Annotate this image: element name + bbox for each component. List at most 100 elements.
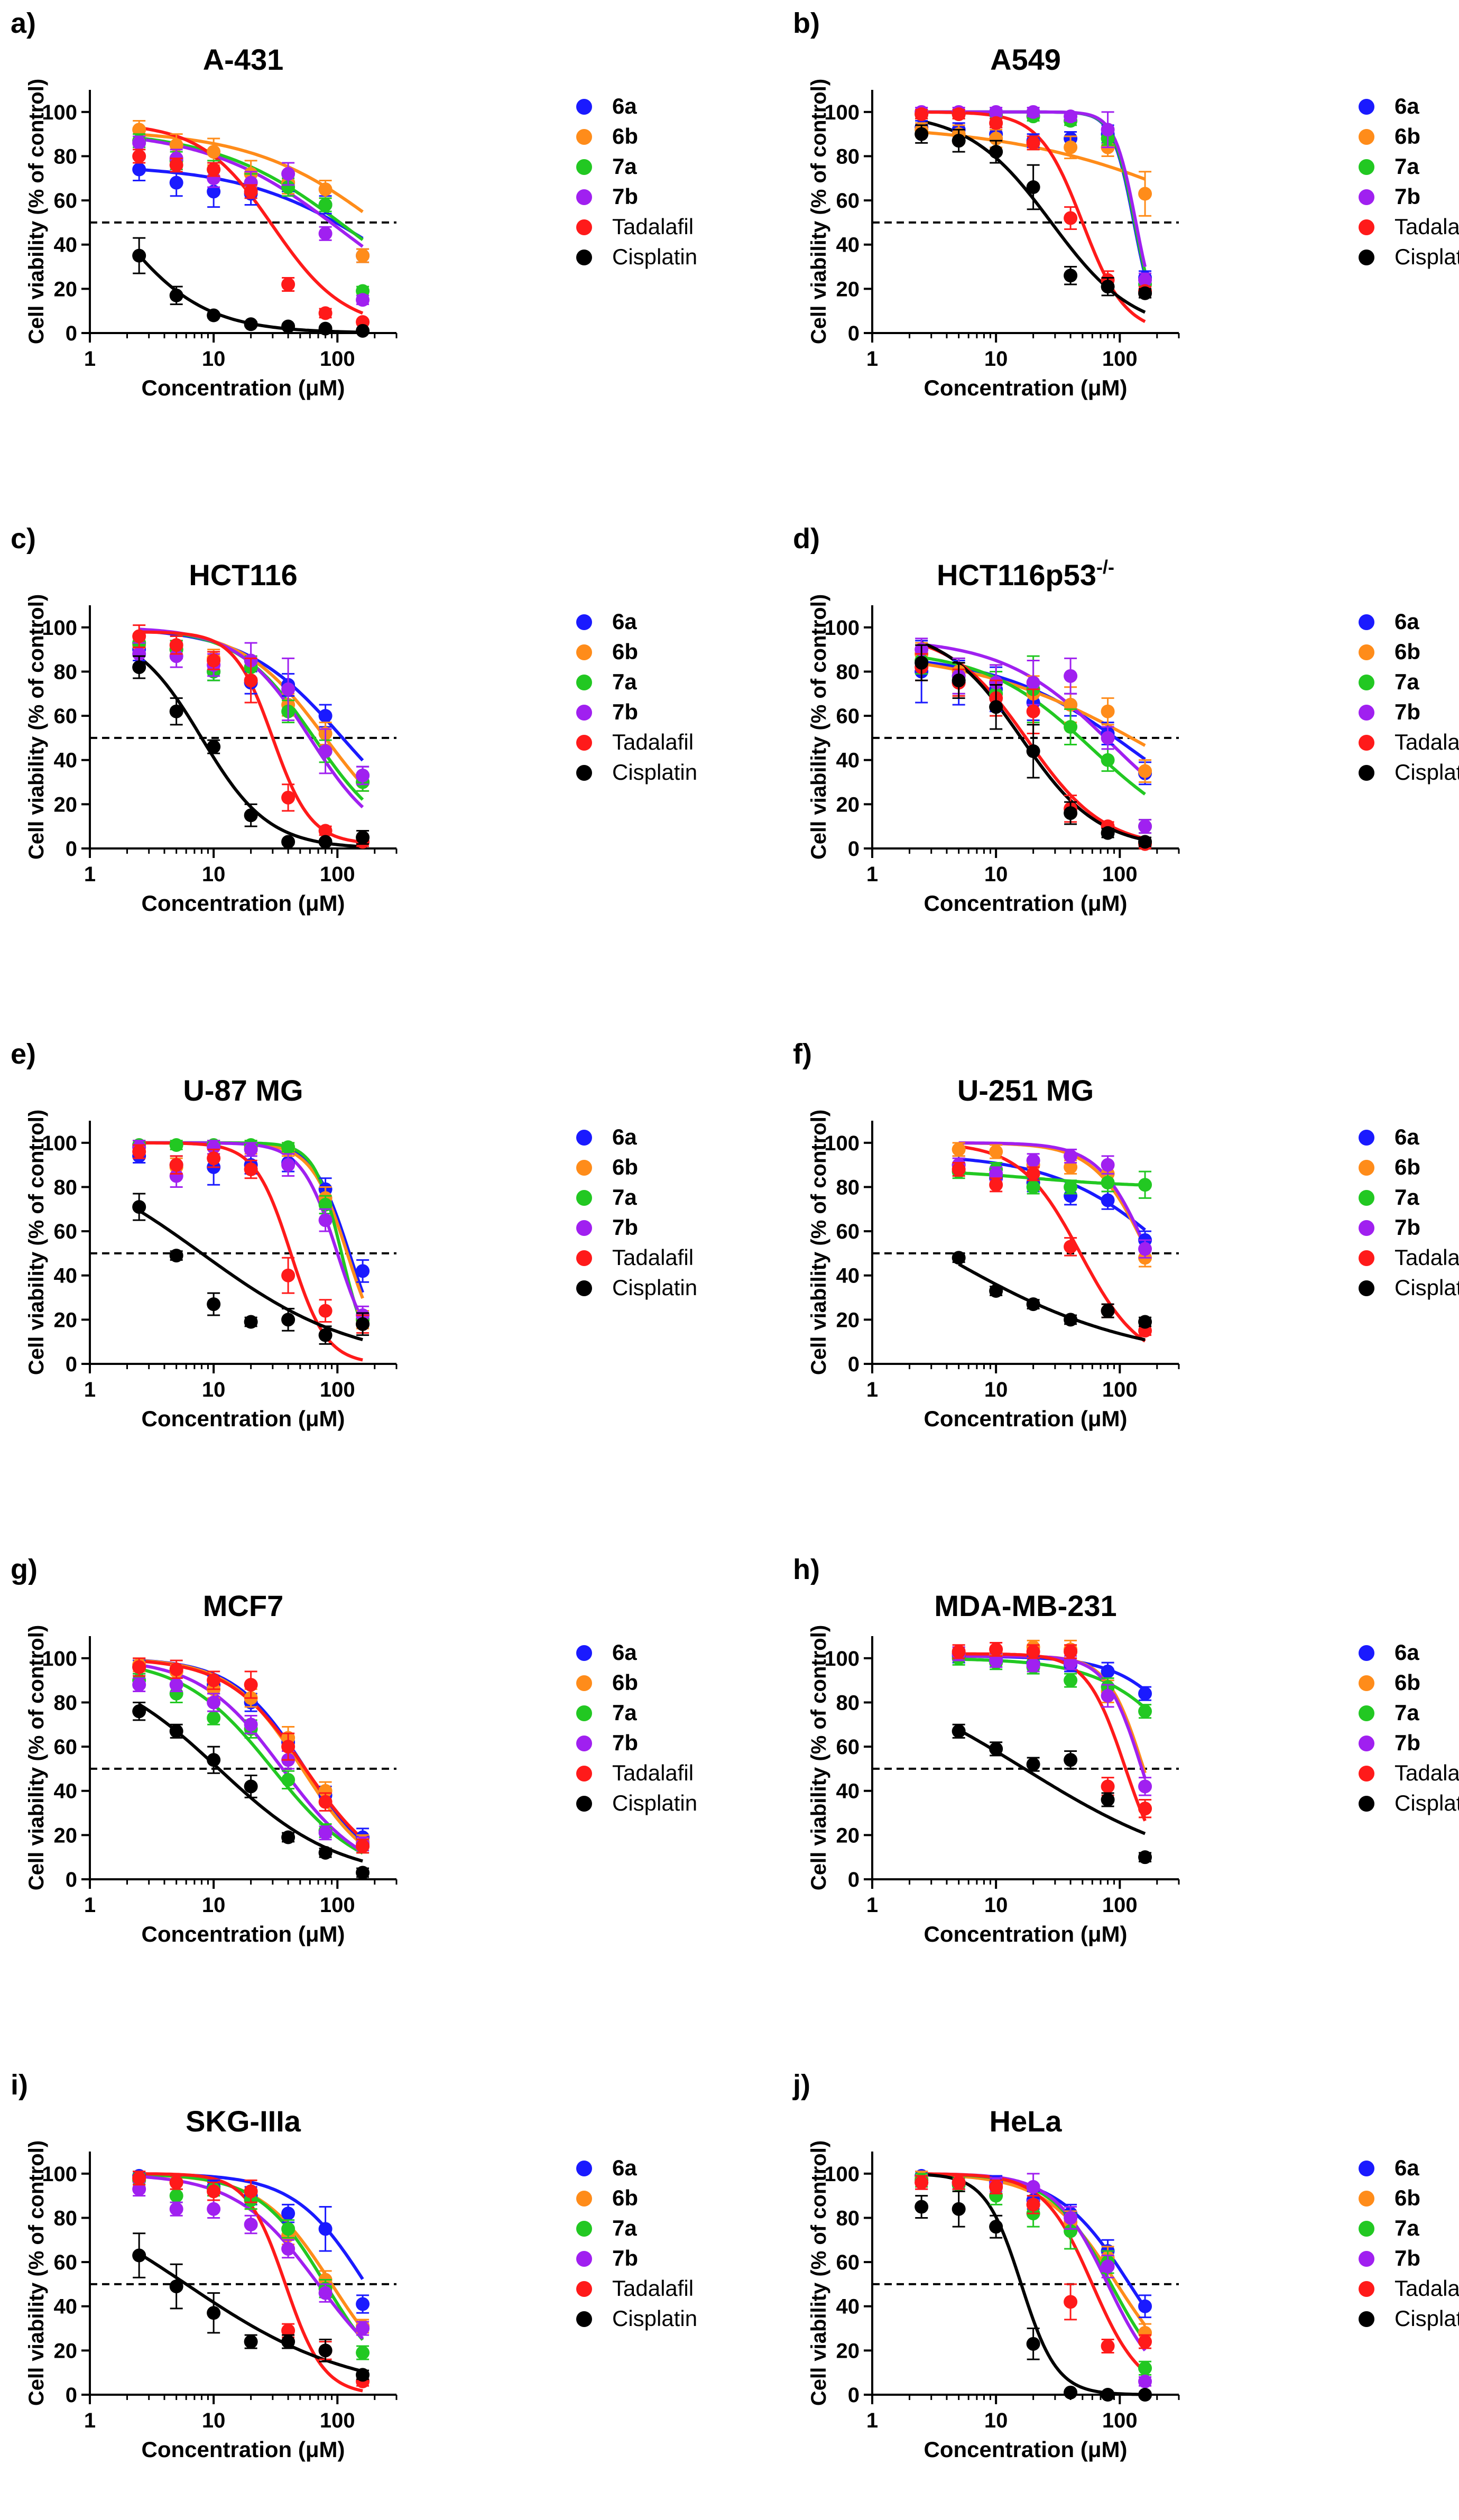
y-tick-label: 0 (66, 1868, 77, 1891)
legend-label: Tadalafil (1395, 730, 1459, 754)
legend-marker-7a (576, 2221, 592, 2237)
data-point-7b (169, 649, 183, 663)
y-tick-label: 60 (836, 1736, 860, 1759)
legend-marker-6a (576, 614, 592, 630)
y-tick-label: 60 (836, 705, 860, 728)
y-tick-label: 80 (836, 660, 860, 684)
y-tick-label: 100 (824, 1132, 860, 1155)
x-tick-label: 1 (866, 1894, 878, 1917)
legend-marker-cisplatin (1359, 2311, 1374, 2327)
data-point-6a (356, 1264, 370, 1278)
legend-label: 6a (612, 1124, 637, 1149)
y-tick-label: 40 (54, 2295, 78, 2319)
data-point-tadalafil (952, 1645, 966, 1659)
legend-label: Tadalafil (1395, 214, 1459, 239)
x-tick-label: 100 (1102, 2409, 1138, 2432)
data-point-7b (244, 2218, 258, 2231)
data-point-tadalafil (207, 653, 221, 668)
data-point-6b (952, 1142, 966, 1157)
data-point-7b (1064, 109, 1078, 124)
legend-label: Cisplatin (612, 2306, 697, 2331)
y-axis-label: Cell viability (% of control) (807, 1625, 830, 1890)
y-tick-label: 80 (54, 2207, 78, 2230)
data-point-cisplatin (1064, 1753, 1078, 1767)
data-point-7b (1101, 1158, 1115, 1172)
y-tick-label: 60 (836, 2251, 860, 2274)
legend-marker-7a (1359, 159, 1374, 175)
data-point-6a (169, 176, 183, 190)
y-axis-label: Cell viability (% of control) (25, 1625, 48, 1890)
chart-panel-6: f) U-251 MG 0 20 40 60 80 100 1 10 100 Concentratio… (793, 1038, 1459, 1431)
legend-marker-7a (1359, 1705, 1374, 1721)
data-point-7b (1026, 2180, 1040, 2194)
y-tick-label: 100 (824, 2163, 860, 2186)
data-point-7a (356, 2346, 370, 2360)
data-point-cisplatin (281, 319, 296, 334)
y-axis-label: Cell viability (% of control) (25, 594, 48, 860)
x-axis-label: Concentration (μM) (142, 1922, 345, 1946)
y-tick-label: 100 (824, 101, 860, 124)
data-point-7a (1026, 1180, 1040, 1194)
data-point-7b (207, 1140, 221, 1155)
y-tick-label: 0 (66, 2384, 77, 2407)
data-point-7b (1064, 1149, 1078, 1163)
data-point-cisplatin (1138, 1315, 1152, 1329)
data-point-cisplatin (281, 1830, 296, 1844)
data-point-tadalafil (169, 1158, 183, 1172)
legend-marker-6b (576, 644, 592, 660)
legend-marker-7b (1359, 705, 1374, 721)
data-point-tadalafil (244, 1678, 258, 1692)
data-point-7b (132, 1678, 146, 1692)
data-point-cisplatin (952, 134, 966, 148)
data-point-tadalafil (952, 1162, 966, 1176)
x-tick-label: 10 (202, 1894, 226, 1917)
data-point-7b (281, 1158, 296, 1172)
data-point-tadalafil (281, 1268, 296, 1282)
y-axis-label: Cell viability (% of control) (25, 2140, 48, 2406)
data-point-7b (1064, 669, 1078, 683)
legend-label: 7b (1395, 699, 1420, 724)
data-point-cisplatin (244, 317, 258, 331)
legend-label: 6b (1395, 1670, 1420, 1695)
chart-panel-3: c) HCT116 0 20 40 60 80 100 1 10 100 Concentration … (11, 523, 697, 916)
legend-marker-cisplatin (1359, 250, 1374, 265)
data-point-cisplatin (207, 308, 221, 322)
y-axis-label: Cell viability (% of control) (807, 79, 830, 344)
data-point-cisplatin (356, 324, 370, 338)
chart-title: MDA-MB-231 (934, 1589, 1116, 1622)
legend-marker-7b (576, 2251, 592, 2267)
data-point-6b (1064, 698, 1078, 712)
data-point-7b (281, 167, 296, 181)
data-point-tadalafil (989, 1178, 1003, 1192)
panel-label: f) (793, 1038, 812, 1070)
data-point-7a (318, 1197, 333, 1212)
x-axis-label: Concentration (μM) (924, 375, 1128, 400)
data-point-7a (1064, 1180, 1078, 1194)
data-point-cisplatin (1101, 2388, 1115, 2402)
data-point-7b (169, 1169, 183, 1183)
x-tick-label: 100 (320, 1378, 355, 1401)
data-point-cisplatin (356, 830, 370, 845)
data-point-tadalafil (952, 2175, 966, 2190)
legend-label: 7a (1395, 1185, 1419, 1210)
y-tick-label: 80 (54, 660, 78, 684)
legend-label: Cisplatin (1395, 1790, 1459, 1815)
data-point-cisplatin (207, 1753, 221, 1767)
y-tick-label: 40 (836, 1264, 860, 1288)
legend-marker-6b (576, 2191, 592, 2207)
y-axis-label: Cell viability (% of control) (25, 1110, 48, 1375)
y-tick-label: 80 (54, 145, 78, 168)
x-tick-label: 1 (84, 1378, 96, 1401)
data-point-7b (989, 1167, 1003, 1181)
legend-label: 7a (612, 2216, 637, 2240)
data-point-6b (989, 1144, 1003, 1159)
data-point-tadalafil (1064, 1240, 1078, 1254)
data-point-cisplatin (989, 145, 1003, 159)
chart-panel-4: d) HCT116p53-/- 0 20 40 60 80 100 1 10 100 Concentr… (793, 523, 1459, 916)
data-point-7b (244, 1718, 258, 1732)
y-tick-label: 0 (66, 322, 77, 345)
legend-marker-6a (576, 1645, 592, 1661)
data-point-7a (1064, 720, 1078, 734)
data-point-7b (132, 136, 146, 150)
y-tick-label: 20 (836, 1824, 860, 1847)
